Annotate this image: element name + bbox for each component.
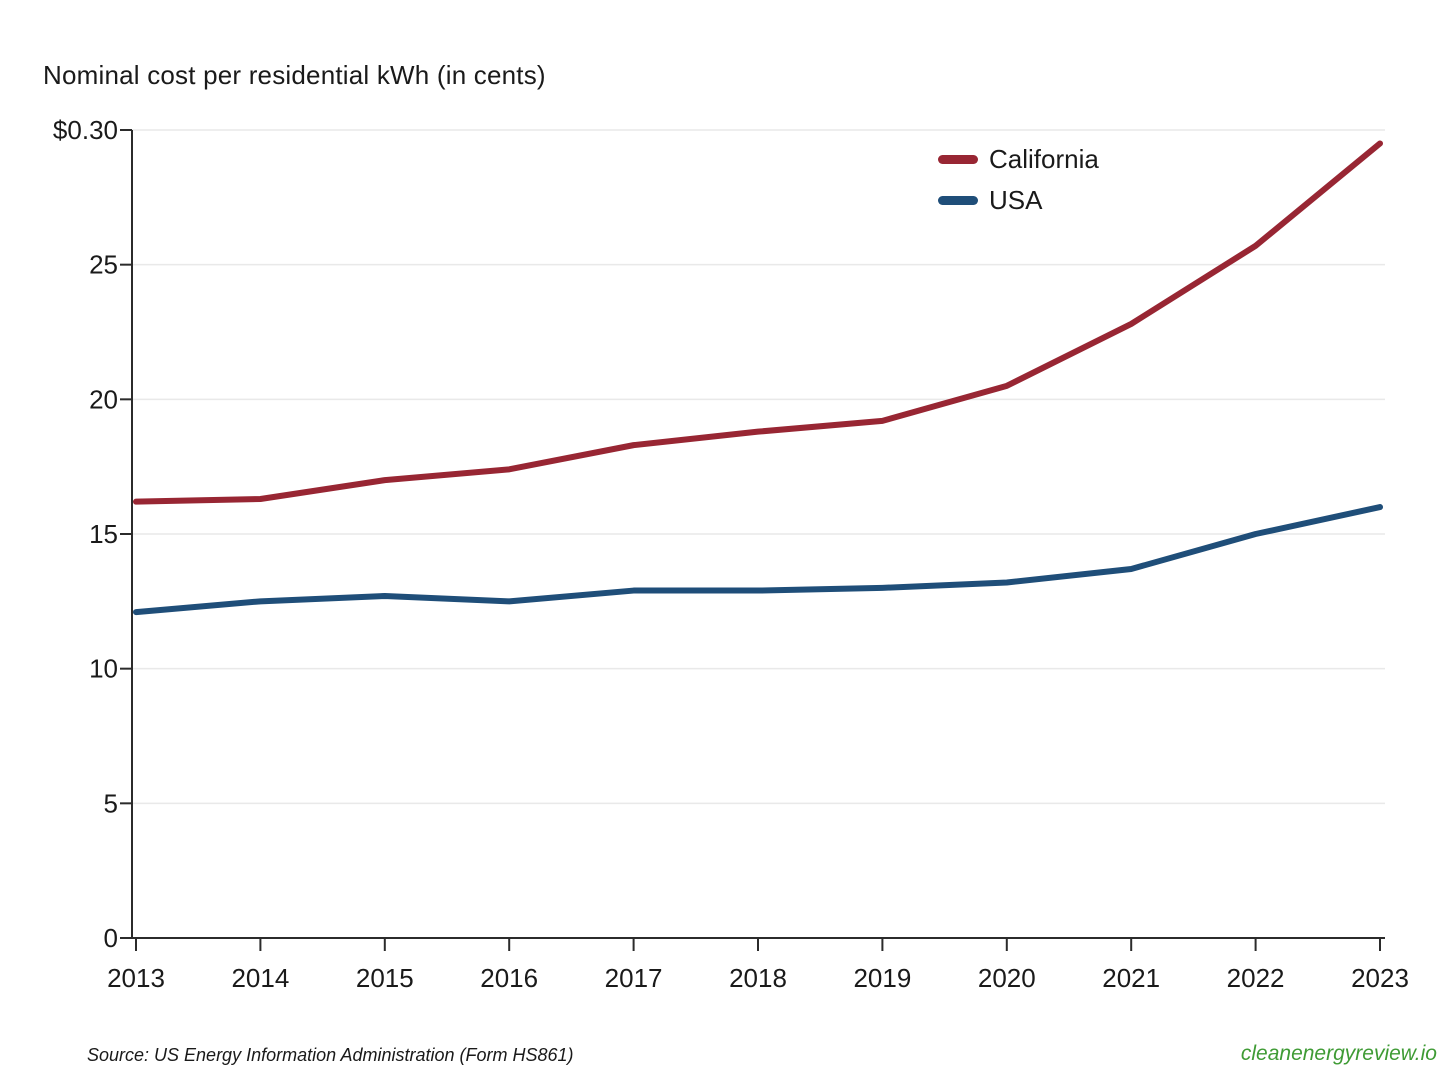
x-tick-label: 2013	[107, 963, 165, 993]
legend-swatch-icon	[938, 155, 978, 164]
x-tick-label: 2022	[1227, 963, 1285, 993]
x-tick-label: 2019	[853, 963, 911, 993]
y-tick-label: 5	[104, 788, 118, 818]
x-tick-label: 2014	[231, 963, 289, 993]
x-tick-label: 2016	[480, 963, 538, 993]
source-note: Source: US Energy Information Administra…	[87, 1045, 574, 1065]
y-tick-label: 20	[89, 384, 118, 414]
chart-title: Nominal cost per residential kWh (in cen…	[43, 60, 546, 90]
x-tick-label: 2015	[356, 963, 414, 993]
legend-label: USA	[989, 185, 1043, 215]
legend-item-usa: USA	[938, 184, 1099, 217]
legend-swatch-icon	[938, 196, 978, 205]
chart-legend: California USA	[938, 143, 1099, 217]
x-tick-label: 2023	[1351, 963, 1409, 993]
y-tick-label: 0	[104, 923, 118, 953]
y-tick-label: 15	[89, 519, 118, 549]
footer-site-link: cleanenergyreview.io	[1240, 1042, 1437, 1065]
legend-label: California	[989, 144, 1099, 174]
series-line-usa	[133, 504, 1383, 616]
y-tick-label: 10	[89, 654, 118, 684]
x-tick-label: 2021	[1102, 963, 1160, 993]
x-tick-label: 2017	[605, 963, 663, 993]
x-tick-label: 2020	[978, 963, 1036, 993]
series-line-california	[133, 140, 1383, 505]
y-tick-label: 25	[89, 250, 118, 280]
y-tick-label: $0.30	[53, 115, 118, 145]
x-tick-label: 2018	[729, 963, 787, 993]
legend-item-california: California	[938, 143, 1099, 176]
